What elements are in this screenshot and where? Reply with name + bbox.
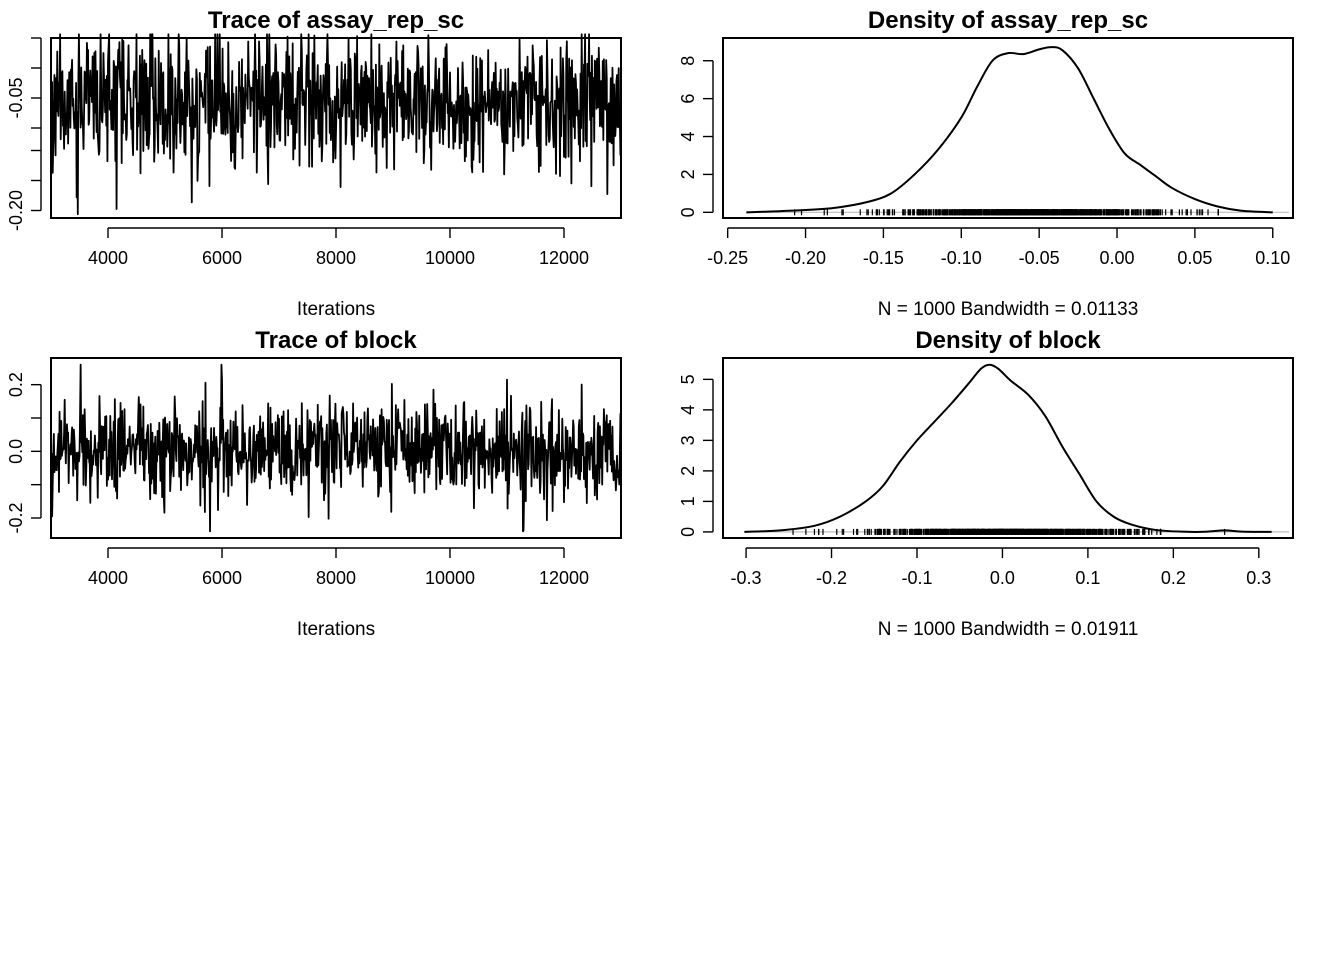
y-tick-label: 0.0 bbox=[6, 439, 26, 464]
y-tick-label: 2 bbox=[678, 169, 698, 179]
trace-block-y-axis: -0.2 0.0 0.2 bbox=[6, 372, 42, 534]
x-tick-label: 0.10 bbox=[1255, 248, 1290, 268]
trace-assay-rep-sc-x-axis: 4000 6000 8000 10000 12000 bbox=[88, 227, 589, 268]
density-block-density-curve bbox=[744, 363, 1272, 533]
x-tick-label: 8000 bbox=[316, 248, 356, 268]
x-tick-label: 12000 bbox=[539, 248, 589, 268]
x-tick-label: 4000 bbox=[88, 568, 128, 588]
x-tick-label: -0.10 bbox=[941, 248, 982, 268]
x-tick-label: 0.3 bbox=[1246, 568, 1271, 588]
x-tick-label: 8000 bbox=[316, 568, 356, 588]
x-tick-label: 0.05 bbox=[1177, 248, 1212, 268]
x-tick-label: -0.3 bbox=[731, 568, 762, 588]
x-tick-label: 0.00 bbox=[1099, 248, 1134, 268]
x-tick-label: 0.1 bbox=[1075, 568, 1100, 588]
density-block-x-label: N = 1000 Bandwidth = 0.01911 bbox=[878, 619, 1139, 640]
density-assay-rep-sc-panel: Density of assay_rep_sc-0.25 -0.20 -0.15 -0… bbox=[678, 7, 1294, 320]
x-tick-label: 10000 bbox=[425, 248, 475, 268]
trace-assay-rep-sc-x-label: Iterations bbox=[297, 299, 375, 320]
density-block-panel: Density of block -0.3 -0.2 -0.1 0.0 0.1 0.2 0.3… bbox=[678, 327, 1294, 640]
y-tick-label: 0 bbox=[678, 207, 698, 217]
x-tick-label: -0.15 bbox=[863, 248, 904, 268]
density-block-x-axis: -0.3 -0.2 -0.1 0.0 0.1 0.2 0.3 bbox=[731, 547, 1271, 588]
x-tick-label: 10000 bbox=[425, 568, 475, 588]
trace-assay-rep-sc-panel: Trace of assay_rep_sc 4000 6000 8000 10000 12… bbox=[6, 7, 622, 320]
density-block-plot-frame bbox=[722, 357, 1294, 539]
density-assay-rep-sc-title: Density of assay_rep_sc bbox=[868, 7, 1148, 34]
y-tick-label: -0.20 bbox=[6, 190, 26, 231]
density-assay-rep-sc-plot-frame bbox=[722, 37, 1294, 219]
y-tick-label: 0.2 bbox=[6, 372, 26, 397]
trace-assay-rep-sc-y-axis: -0.20 -0.05 bbox=[6, 37, 42, 231]
trace-block-plot-frame bbox=[50, 357, 622, 539]
density-assay-rep-sc-x-axis: -0.25 -0.20 -0.15 -0.10 -0.05 0.00 0.05 0.10 bbox=[707, 227, 1290, 268]
trace-block-x-axis: 4000 6000 8000 10000 12000 bbox=[88, 547, 589, 588]
x-tick-label: -0.20 bbox=[785, 248, 826, 268]
trace-block-panel: Trace of block 4000 6000 8000 10000 12000 Iter… bbox=[6, 327, 622, 640]
y-tick-label: 5 bbox=[678, 374, 698, 384]
x-tick-label: -0.05 bbox=[1019, 248, 1060, 268]
trace-block-trace-line bbox=[50, 363, 622, 533]
y-tick-label: 4 bbox=[678, 132, 698, 142]
density-block-rug bbox=[792, 528, 1226, 535]
trace-assay-rep-sc-plot-frame bbox=[50, 37, 622, 219]
trace-block-x-label: Iterations bbox=[297, 619, 375, 640]
x-tick-label: 4000 bbox=[88, 248, 128, 268]
x-tick-label: -0.25 bbox=[707, 248, 748, 268]
y-tick-label: 0 bbox=[678, 527, 698, 537]
x-tick-label: -0.2 bbox=[816, 568, 847, 588]
y-tick-label: 8 bbox=[678, 56, 698, 66]
y-tick-label: 2 bbox=[678, 466, 698, 476]
density-assay-rep-sc-density-curve bbox=[746, 46, 1273, 214]
y-tick-label: -0.05 bbox=[6, 77, 26, 118]
density-block-title: Density of block bbox=[915, 327, 1101, 354]
y-tick-label: -0.2 bbox=[6, 502, 26, 533]
x-tick-label: 0.2 bbox=[1161, 568, 1186, 588]
y-tick-label: 3 bbox=[678, 435, 698, 445]
density-assay-rep-sc-rug bbox=[794, 209, 1219, 216]
x-tick-label: 12000 bbox=[539, 568, 589, 588]
x-tick-label: 6000 bbox=[202, 568, 242, 588]
trace-assay-rep-sc-trace-line bbox=[50, 33, 622, 216]
density-assay-rep-sc-x-label: N = 1000 Bandwidth = 0.01133 bbox=[878, 299, 1139, 320]
x-tick-label: 6000 bbox=[202, 248, 242, 268]
density-assay-rep-sc-y-axis: 0 2 4 6 8 bbox=[678, 56, 714, 217]
y-tick-label: 6 bbox=[678, 94, 698, 104]
density-block-y-axis: 0 1 2 3 4 5 bbox=[678, 374, 714, 537]
trace-assay-rep-sc-title: Trace of assay_rep_sc bbox=[208, 7, 464, 34]
x-tick-label: -0.1 bbox=[901, 568, 932, 588]
y-tick-label: 4 bbox=[678, 405, 698, 415]
y-tick-label: 1 bbox=[678, 496, 698, 506]
trace-block-title: Trace of block bbox=[255, 327, 417, 354]
x-tick-label: 0.0 bbox=[990, 568, 1015, 588]
